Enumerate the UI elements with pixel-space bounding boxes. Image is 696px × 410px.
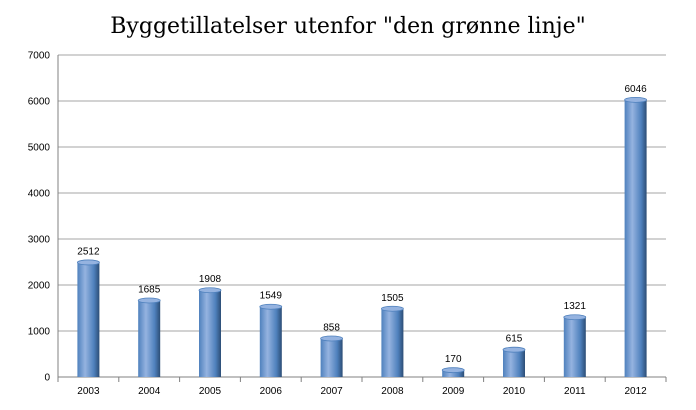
y-tick-label: 7000 bbox=[28, 51, 51, 62]
data-label: 1549 bbox=[260, 291, 283, 302]
bar-2007 bbox=[320, 335, 344, 377]
bar bbox=[77, 261, 100, 377]
bar-cap bbox=[563, 314, 587, 321]
data-label: 615 bbox=[506, 334, 523, 345]
bar bbox=[503, 348, 525, 377]
bar bbox=[199, 289, 221, 377]
bar bbox=[320, 337, 343, 377]
bar-cap bbox=[137, 297, 161, 304]
data-label: 1908 bbox=[199, 274, 222, 285]
y-tick-label: 5000 bbox=[28, 143, 51, 154]
x-tick-label: 2012 bbox=[624, 386, 647, 397]
y-tick-label: 3000 bbox=[28, 235, 51, 246]
bar bbox=[563, 316, 586, 377]
bar-cap bbox=[624, 96, 647, 103]
x-tick-label: 2007 bbox=[320, 386, 343, 397]
x-tick-label: 2004 bbox=[138, 386, 161, 397]
x-tick-label: 2005 bbox=[199, 386, 222, 397]
bar-2006 bbox=[259, 303, 283, 377]
bar-cap bbox=[502, 346, 526, 353]
bars bbox=[77, 96, 647, 377]
data-label: 2512 bbox=[77, 246, 100, 257]
data-label: 1685 bbox=[138, 284, 161, 295]
data-label: 170 bbox=[445, 354, 462, 365]
y-tick-label: 6000 bbox=[28, 97, 51, 108]
bar-cap bbox=[441, 367, 465, 374]
bar-cap bbox=[320, 335, 344, 342]
y-tick-label: 0 bbox=[44, 373, 50, 384]
bar-2011 bbox=[563, 314, 587, 377]
bar bbox=[138, 299, 161, 377]
x-tick-label: 2011 bbox=[564, 386, 586, 397]
data-label: 858 bbox=[323, 323, 340, 334]
bar-cap bbox=[77, 259, 100, 266]
bar-cap bbox=[259, 303, 283, 310]
labels: 0 1000 2000 3000 4000 5000 6000 7000 2512 2003 168… bbox=[28, 51, 647, 398]
y-tick-label: 1000 bbox=[28, 327, 51, 338]
bar bbox=[442, 369, 465, 377]
x-tick-label: 2010 bbox=[503, 386, 526, 397]
bar-2005 bbox=[198, 287, 222, 377]
x-tick-label: 2003 bbox=[77, 386, 100, 397]
bar-2009 bbox=[441, 367, 465, 377]
bar-2003 bbox=[77, 259, 100, 377]
data-label: 1321 bbox=[564, 301, 587, 312]
x-tick-label: 2009 bbox=[442, 386, 465, 397]
bar-2012 bbox=[624, 96, 647, 377]
bar-cap bbox=[380, 305, 404, 312]
bar bbox=[259, 305, 282, 377]
bar bbox=[624, 98, 647, 377]
bar bbox=[381, 307, 404, 377]
data-label: 1505 bbox=[381, 293, 404, 304]
x-tick-label: 2006 bbox=[260, 386, 283, 397]
bar-2008 bbox=[380, 305, 404, 377]
bar-2004 bbox=[137, 297, 161, 377]
bar-2010 bbox=[502, 346, 526, 377]
y-tick-label: 4000 bbox=[28, 189, 51, 200]
data-label: 6046 bbox=[624, 84, 647, 95]
y-tick-label: 2000 bbox=[28, 281, 51, 292]
chart-title: Byggetillatelser utenfor "den grønne lin… bbox=[110, 14, 586, 39]
bar-cap bbox=[198, 287, 222, 294]
x-tick-label: 2008 bbox=[381, 386, 404, 397]
